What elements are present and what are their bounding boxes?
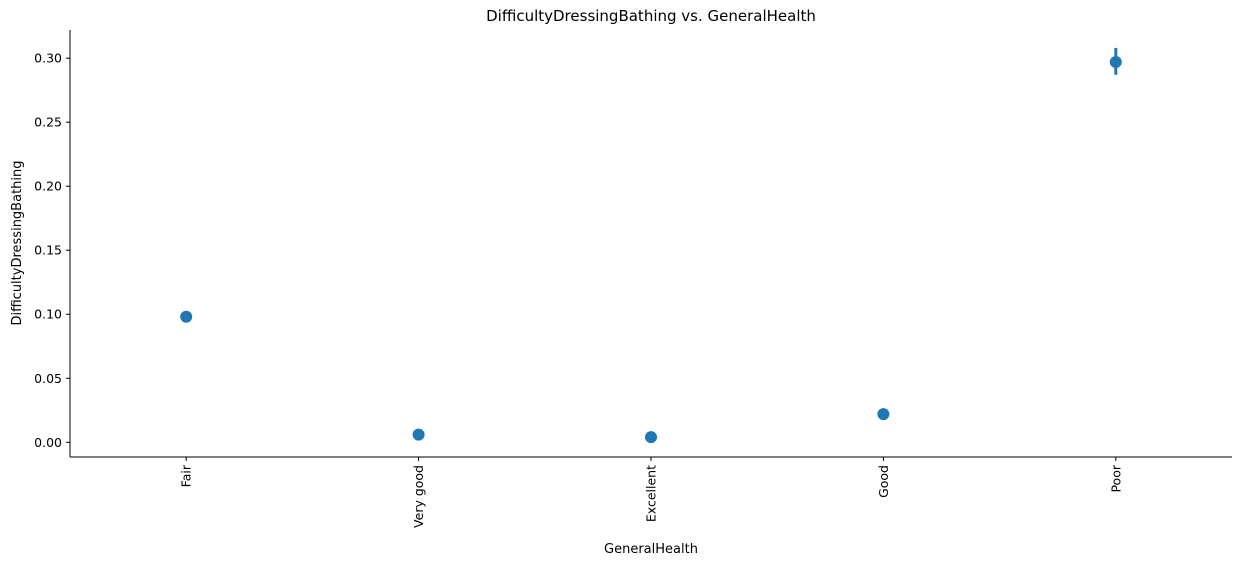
y-tick-label: 0.20 <box>34 179 62 194</box>
y-tick-label: 0.15 <box>34 243 62 258</box>
data-point <box>877 408 890 421</box>
y-tick-label: 0.30 <box>34 51 62 66</box>
x-axis-label: GeneralHealth <box>604 542 698 557</box>
x-tick-label: Very good <box>411 465 426 528</box>
data-point <box>1109 56 1122 69</box>
plot-marks <box>180 47 1122 444</box>
y-tick-label: 0.00 <box>34 435 62 450</box>
y-axis: 0.00 0.05 0.10 0.15 0.20 0.25 0.30 <box>34 51 70 450</box>
x-tick-label: Excellent <box>644 465 659 522</box>
x-axis: Fair Very good Excellent Good Poor <box>179 457 1123 528</box>
data-point <box>180 310 193 323</box>
y-tick-label: 0.10 <box>34 307 62 322</box>
chart-title: DifficultyDressingBathing vs. GeneralHea… <box>486 7 816 25</box>
y-axis-label: DifficultyDressingBathing <box>10 160 25 325</box>
data-point <box>412 428 425 441</box>
data-point <box>645 431 657 444</box>
y-tick-label: 0.05 <box>34 371 62 386</box>
x-tick-label: Fair <box>179 464 194 487</box>
x-tick-label: Poor <box>1108 464 1123 492</box>
y-tick-label: 0.25 <box>34 115 62 130</box>
x-tick-label: Good <box>876 465 891 498</box>
